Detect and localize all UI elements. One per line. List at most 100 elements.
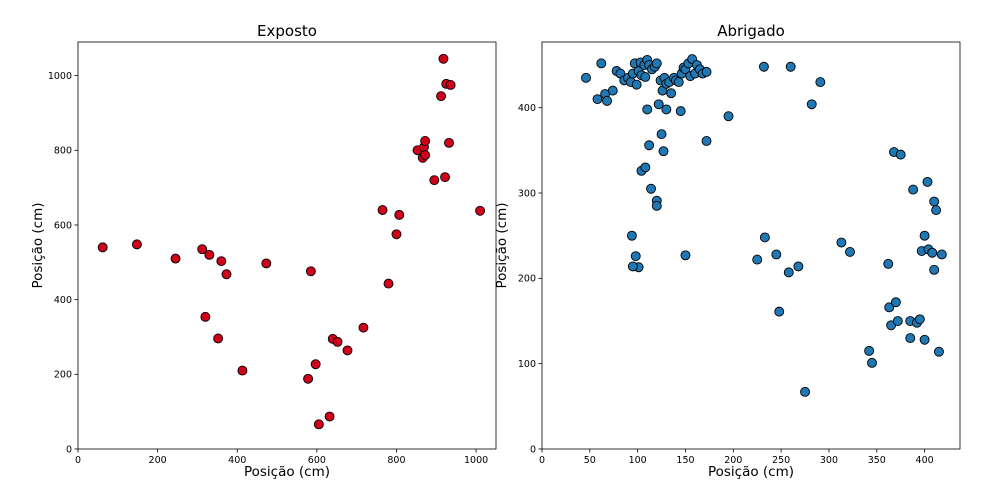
data-point xyxy=(342,345,353,356)
data-point xyxy=(642,104,653,115)
data-point xyxy=(237,365,248,376)
x-tick-label: 200 xyxy=(724,455,742,466)
data-point xyxy=(420,135,431,146)
x-tick-label: 50 xyxy=(584,455,596,466)
data-point xyxy=(905,333,916,344)
x-tick-label: 400 xyxy=(228,455,246,466)
data-point xyxy=(836,237,847,248)
data-point xyxy=(644,140,655,151)
data-point xyxy=(592,94,603,105)
data-point xyxy=(651,58,662,69)
x-tick-label: 600 xyxy=(308,455,326,466)
data-point xyxy=(216,256,227,267)
data-point xyxy=(170,253,181,264)
data-point xyxy=(653,99,664,110)
data-point xyxy=(800,386,810,397)
data-point xyxy=(627,261,638,272)
plot-frame xyxy=(77,41,497,450)
data-point xyxy=(934,346,944,357)
data-point xyxy=(883,258,894,269)
data-point xyxy=(420,150,431,161)
x-tick-label: 0 xyxy=(75,455,81,466)
data-point xyxy=(131,239,142,250)
data-point xyxy=(908,184,919,195)
data-point xyxy=(310,359,321,370)
data-point xyxy=(200,311,211,322)
y-tick-label: 200 xyxy=(54,370,72,381)
y-axis-label: Posição (cm) xyxy=(494,202,510,288)
data-point xyxy=(631,79,642,90)
y-tick-label: 0 xyxy=(530,444,536,455)
data-point xyxy=(929,264,940,275)
data-point xyxy=(658,146,669,157)
y-tick-label: 300 xyxy=(518,188,536,199)
data-point xyxy=(927,247,938,258)
data-point xyxy=(204,249,215,260)
chart-abrigado: Abrigado Posição (cm) Posição (cm) 0 50 10… xyxy=(494,22,961,480)
data-point xyxy=(759,232,770,243)
data-point xyxy=(602,95,612,106)
ticks: 0 200 400 600 800 1000 0 200 400 600 800 1000 xyxy=(48,71,488,466)
data-point xyxy=(758,61,769,72)
data-point xyxy=(429,175,440,186)
data-point xyxy=(646,183,656,194)
data-point xyxy=(445,79,456,90)
chart-title: Exposto xyxy=(257,22,317,40)
data-point xyxy=(436,91,447,102)
y-tick-label: 100 xyxy=(518,359,536,370)
data-point xyxy=(919,334,930,345)
data-point xyxy=(666,88,677,99)
y-axis-label: Posição (cm) xyxy=(30,202,46,288)
data-point xyxy=(221,269,232,280)
y-tick-label: 200 xyxy=(518,274,536,285)
data-point xyxy=(438,53,449,64)
data-point xyxy=(936,249,947,260)
data-point xyxy=(358,322,369,333)
data-point xyxy=(377,205,388,215)
data-point xyxy=(213,333,224,344)
data-point xyxy=(890,297,901,308)
y-tick-label: 0 xyxy=(66,444,72,455)
data-point xyxy=(607,85,618,96)
x-tick-label: 0 xyxy=(539,455,545,466)
data-point xyxy=(391,229,402,240)
data-point xyxy=(845,246,855,257)
data-point xyxy=(303,373,314,384)
data-point xyxy=(680,250,691,261)
ticks: 0 50 100 150 200 250 300 350 400 0 100 200 300 400 xyxy=(518,103,934,466)
data-point xyxy=(701,136,712,146)
data-point xyxy=(931,205,942,216)
data-point xyxy=(640,72,651,82)
x-tick-label: 1000 xyxy=(464,455,488,466)
x-tick-label: 200 xyxy=(149,455,167,466)
data-point xyxy=(864,345,875,356)
data-point xyxy=(914,314,925,325)
data-point xyxy=(723,111,734,122)
data-points xyxy=(581,54,947,397)
plot-frame xyxy=(541,41,961,450)
data-point xyxy=(815,77,826,88)
data-point xyxy=(673,77,684,88)
data-point xyxy=(394,209,405,220)
data-point xyxy=(922,176,933,187)
data-point xyxy=(675,106,686,117)
data-point xyxy=(919,230,930,241)
data-point xyxy=(324,411,335,422)
x-axis-label: Posição (cm) xyxy=(708,464,794,480)
data-point xyxy=(596,58,607,69)
data-point xyxy=(929,196,940,207)
x-tick-label: 150 xyxy=(676,455,694,466)
data-point xyxy=(332,336,343,347)
data-point xyxy=(783,267,794,278)
data-point xyxy=(475,205,486,216)
data-point xyxy=(752,254,763,265)
x-tick-label: 100 xyxy=(629,455,647,466)
y-tick-label: 400 xyxy=(54,295,72,306)
x-tick-label: 350 xyxy=(868,455,886,466)
data-points xyxy=(97,53,486,430)
chart-exposto: Exposto Posição (cm) Posição (cm) 0 200 40… xyxy=(30,22,497,480)
y-tick-label: 1000 xyxy=(48,71,72,82)
data-point xyxy=(630,251,641,262)
data-point xyxy=(651,200,662,211)
